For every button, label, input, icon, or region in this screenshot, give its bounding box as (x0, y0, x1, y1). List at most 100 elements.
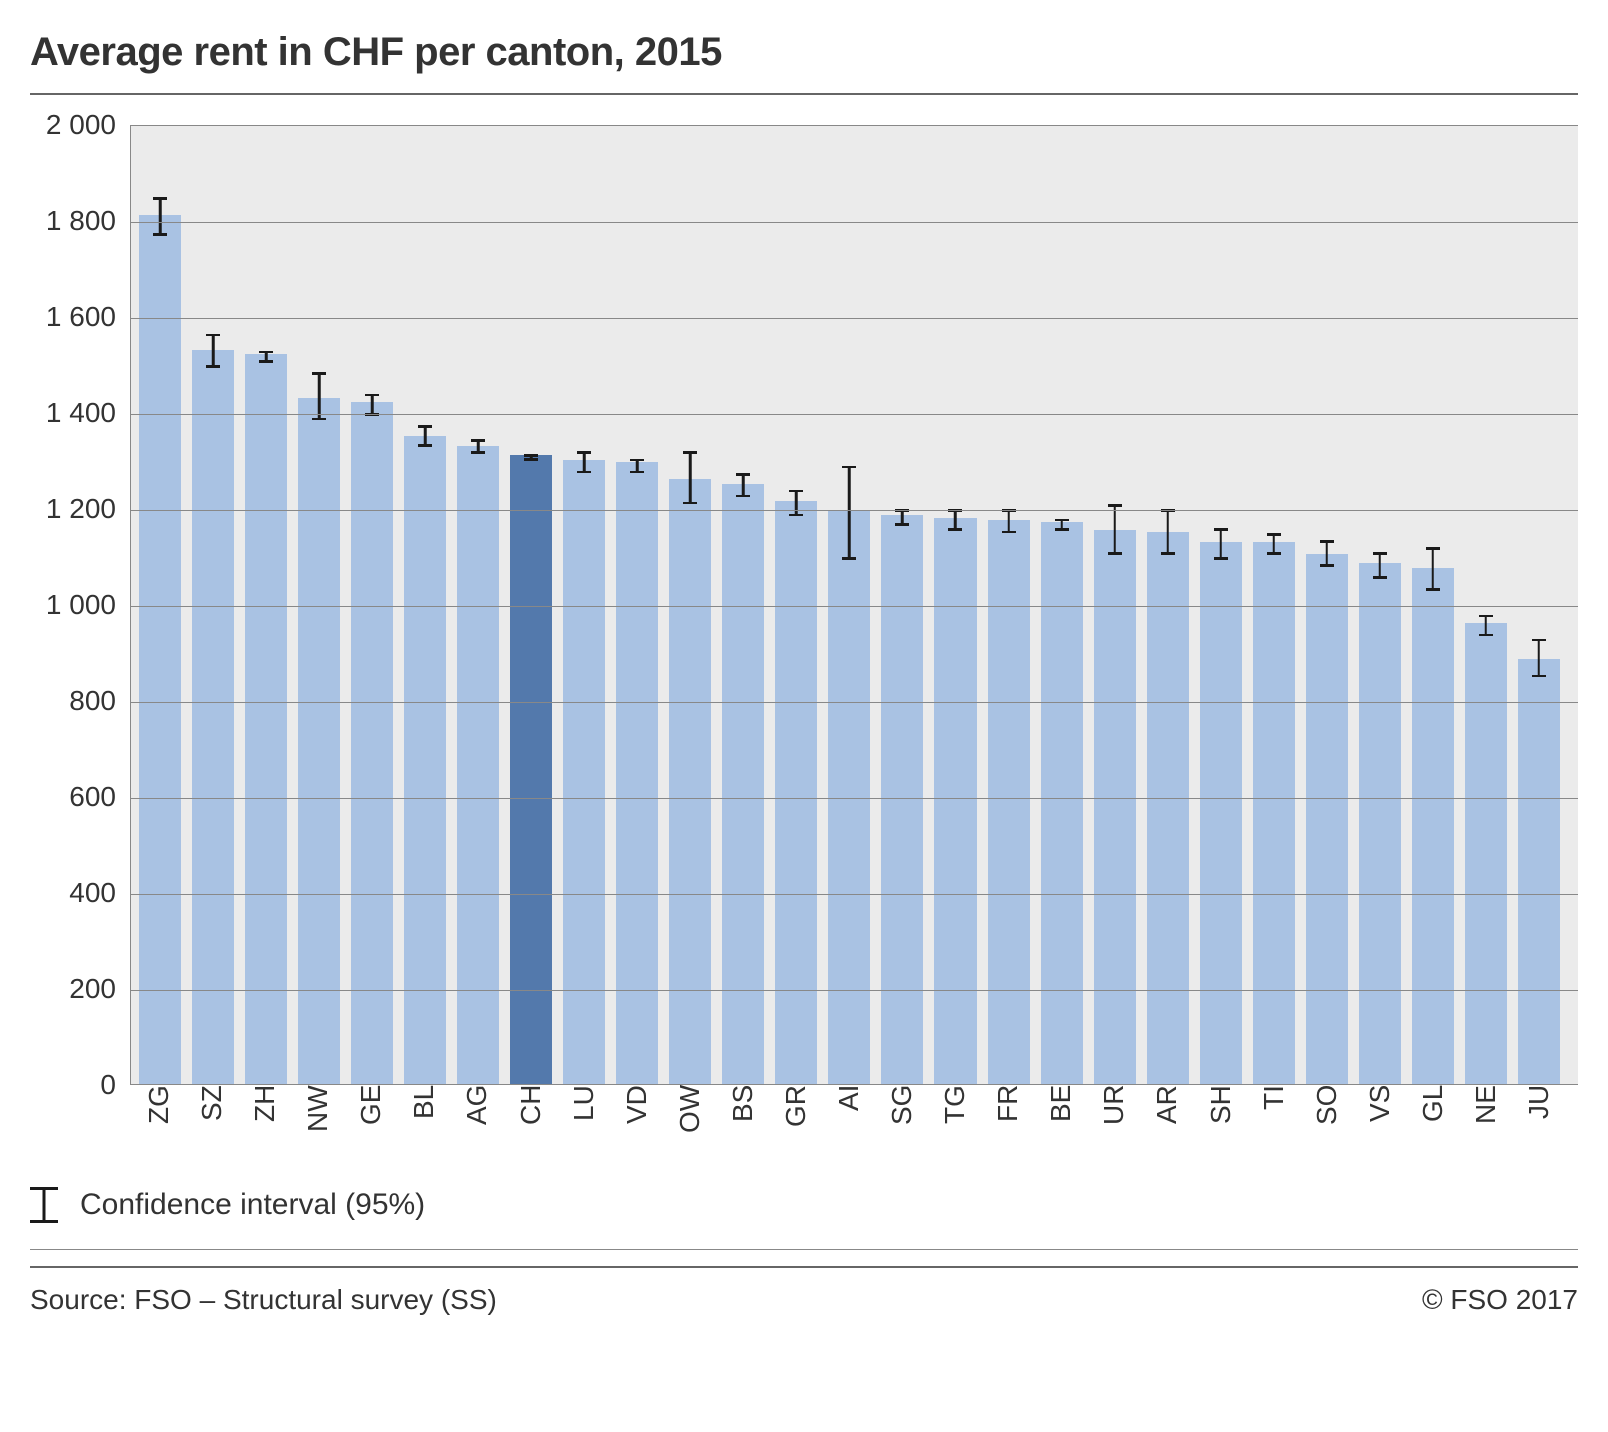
gridline (131, 702, 1578, 703)
y-tick-label: 1 000 (46, 589, 116, 621)
x-tick-label: UR (1093, 1085, 1135, 1145)
error-cap-bottom (153, 233, 167, 236)
bar-slot (1359, 126, 1401, 1084)
error-cap-top (1373, 552, 1387, 555)
x-tick-label: AG (456, 1085, 498, 1145)
x-tick-label: BE (1040, 1085, 1082, 1145)
error-bar (583, 452, 586, 471)
y-tick-label: 400 (69, 877, 116, 909)
error-cap-top (524, 454, 538, 457)
x-tick-label: NE (1465, 1085, 1507, 1145)
bar-TG (934, 518, 976, 1084)
source-text: Source: FSO – Structural survey (SS) (30, 1284, 497, 1316)
error-cap-bottom (895, 523, 909, 526)
bar-slot (1306, 126, 1348, 1084)
legend: Confidence interval (95%) (30, 1185, 1578, 1249)
bar-UR (1094, 530, 1136, 1084)
error-cap-bottom (736, 495, 750, 498)
x-tick-label: AR (1146, 1085, 1188, 1145)
gridline (131, 318, 1578, 319)
x-tick-label: SO (1306, 1085, 1348, 1145)
error-cap-bottom (1161, 552, 1175, 555)
plot-wrapper: 02004006008001 0001 2001 4001 6001 8002 … (30, 125, 1578, 1085)
x-tick-label: TG (934, 1085, 976, 1145)
error-cap-bottom (1479, 634, 1493, 637)
error-cap-top (206, 334, 220, 337)
gridline (131, 606, 1578, 607)
bar-TI (1253, 542, 1295, 1084)
error-cap-bottom (577, 471, 591, 474)
bar-SZ (192, 350, 234, 1084)
error-bar (1432, 548, 1435, 589)
bar-slot (828, 126, 870, 1084)
error-cap-top (1479, 615, 1493, 618)
error-cap-bottom (206, 365, 220, 368)
error-bar (954, 510, 957, 529)
x-tick-label: ZG (138, 1085, 180, 1145)
error-cap-top (1267, 533, 1281, 536)
error-cap-top (1108, 504, 1122, 507)
bar-slot (669, 126, 711, 1084)
error-bar (689, 452, 692, 502)
bars-group (131, 126, 1568, 1084)
bar-slot (404, 126, 446, 1084)
error-cap-top (842, 466, 856, 469)
bar-slot (192, 126, 234, 1084)
bar-VS (1359, 563, 1401, 1084)
error-cap-bottom (1214, 557, 1228, 560)
y-tick-label: 1 600 (46, 301, 116, 333)
x-axis: ZGSZZHNWGEBLAGCHLUVDOWBSGRAISGTGFRBEURAR… (130, 1085, 1568, 1145)
x-tick-label: VD (616, 1085, 658, 1145)
x-tick-label: GE (350, 1085, 392, 1145)
y-tick-label: 1 200 (46, 493, 116, 525)
error-bar (901, 510, 904, 524)
error-bar (848, 467, 851, 558)
bar-ZH (245, 354, 287, 1084)
bar-FR (988, 520, 1030, 1084)
y-tick-label: 800 (69, 685, 116, 717)
error-bar (1219, 529, 1222, 558)
error-cap-bottom (524, 458, 538, 461)
bar-slot (1253, 126, 1295, 1084)
legend-bottom-divider (30, 1249, 1578, 1250)
error-cap-bottom (1320, 564, 1334, 567)
x-tick-label: SZ (191, 1085, 233, 1145)
error-cap-top (1426, 547, 1440, 550)
error-cap-top (259, 351, 273, 354)
bar-slot (1041, 126, 1083, 1084)
bar-BL (404, 436, 446, 1084)
bar-slot (934, 126, 976, 1084)
bar-slot (616, 126, 658, 1084)
bar-SH (1200, 542, 1242, 1084)
x-tick-label: OW (669, 1085, 711, 1145)
bar-slot (1147, 126, 1189, 1084)
bar-BS (722, 484, 764, 1084)
error-cap-top (1320, 540, 1334, 543)
error-cap-bottom (1267, 552, 1281, 555)
bar-slot (245, 126, 287, 1084)
legend-label: Confidence interval (95%) (80, 1188, 425, 1222)
error-bar (371, 395, 374, 414)
error-cap-top (577, 451, 591, 454)
error-bar (742, 474, 745, 496)
bar-slot (988, 126, 1030, 1084)
error-cap-top (1214, 528, 1228, 531)
y-tick-label: 1 800 (46, 205, 116, 237)
error-bar (1113, 505, 1116, 553)
bar-AG (457, 446, 499, 1084)
error-cap-top (683, 451, 697, 454)
x-tick-label: AI (828, 1085, 870, 1145)
error-cap-bottom (1108, 552, 1122, 555)
error-bar (1538, 640, 1541, 676)
error-cap-top (736, 473, 750, 476)
bar-NW (298, 398, 340, 1084)
error-bar (1378, 553, 1381, 577)
error-cap-top (1532, 639, 1546, 642)
gridline (131, 894, 1578, 895)
x-tick-label: FR (987, 1085, 1029, 1145)
error-cap-bottom (471, 451, 485, 454)
x-tick-label: TI (1253, 1085, 1295, 1145)
y-tick-label: 1 400 (46, 397, 116, 429)
error-bar (1007, 510, 1010, 532)
error-cap-bottom (418, 444, 432, 447)
